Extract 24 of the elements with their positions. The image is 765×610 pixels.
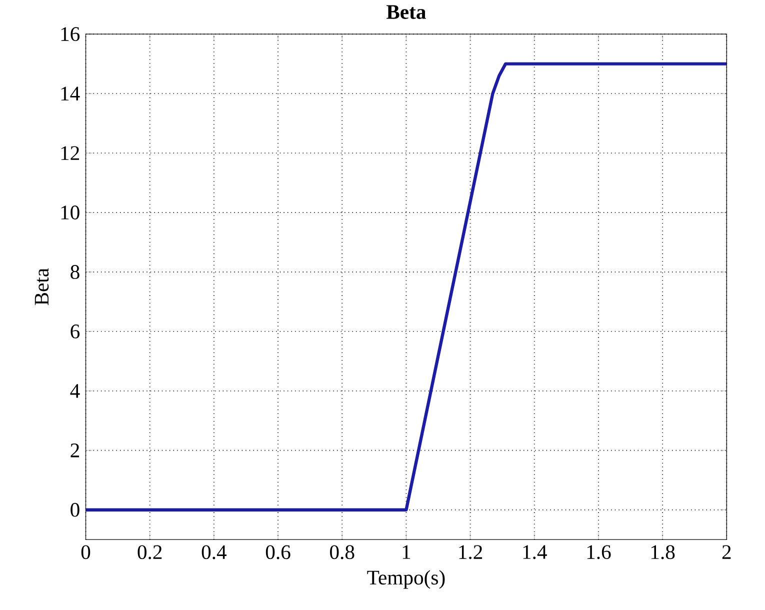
x-tick-label: 0.6: [266, 545, 290, 560]
y-tick-label: 16: [61, 27, 80, 42]
line-series: [86, 62, 727, 512]
x-tick-label: 1: [402, 545, 410, 560]
y-tick-label: 2: [70, 444, 80, 458]
x-tick-label: 1.8: [651, 545, 675, 560]
y-tick-label: 12: [61, 146, 80, 160]
x-axis-title: Tempo(s): [367, 570, 445, 589]
chart-title: Beta: [386, 5, 426, 20]
x-tick-label: 0.2: [138, 545, 162, 560]
x-tick-label: 1.6: [587, 545, 611, 560]
y-axis-title: Beta: [34, 268, 49, 306]
x-tick-label: 0: [81, 545, 90, 560]
x-tick-label: 0.8: [330, 545, 354, 560]
x-tick-label: 0.4: [202, 545, 227, 560]
y-tick-label: 10: [61, 206, 80, 220]
y-tick-label: 4: [70, 384, 80, 398]
y-tick-label: 8: [70, 265, 80, 280]
y-tick-label: 14: [61, 86, 80, 101]
y-tick-label: 0: [70, 503, 80, 518]
y-tick-label: 6: [70, 324, 80, 339]
x-tick-label: 1.4: [523, 545, 547, 560]
x-tick-label: 2: [722, 545, 731, 560]
x-tick-label: 1.2: [459, 545, 482, 560]
